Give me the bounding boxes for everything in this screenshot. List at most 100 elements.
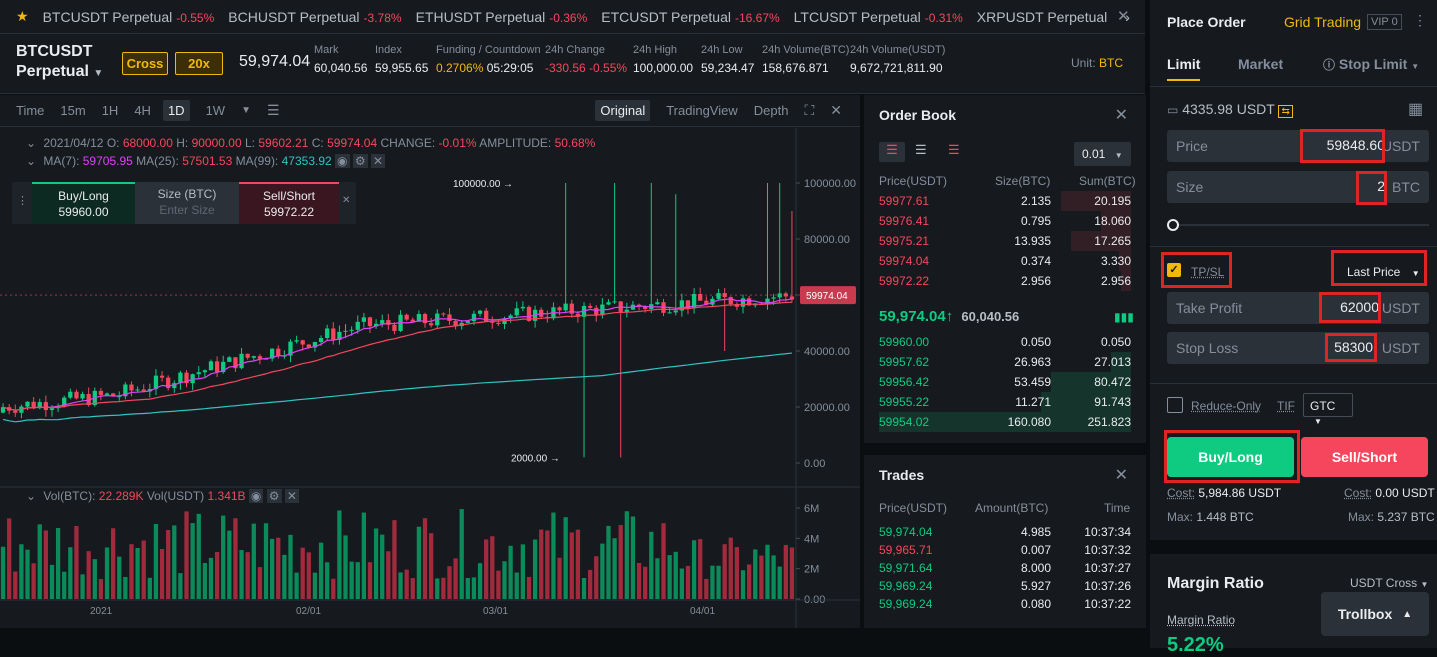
- tpsl-checkbox[interactable]: ✓: [1167, 263, 1181, 277]
- ticker-item[interactable]: ETHUSDT Perpetual -0.36%: [416, 9, 588, 25]
- bid-row[interactable]: 59955.22 11.271 91.743: [879, 392, 1131, 412]
- view-bids-icon[interactable]: ☰: [915, 142, 927, 157]
- order-book-close-icon[interactable]: ✕: [1114, 107, 1128, 124]
- size-slider[interactable]: [1167, 218, 1429, 232]
- ma7-value: 59705.95: [82, 154, 133, 168]
- view-both-icon[interactable]: ☰: [879, 142, 905, 162]
- transfer-icon[interactable]: ⇆: [1278, 105, 1293, 118]
- ask-row[interactable]: 59972.22 2.956 2.956: [879, 271, 1131, 291]
- tab-market[interactable]: Market: [1238, 56, 1284, 72]
- stat-value: 60,040.56: [314, 61, 368, 75]
- settings-icon[interactable]: ⚙: [352, 154, 368, 168]
- grid-trading-link[interactable]: Grid Trading: [1284, 14, 1362, 30]
- eye-icon[interactable]: ◉: [335, 154, 350, 168]
- slider-handle[interactable]: [1167, 219, 1179, 231]
- bid-row[interactable]: 59960.00 0.050 0.050: [879, 332, 1131, 352]
- trigger-type-select[interactable]: Last Price ▼: [1347, 265, 1420, 279]
- ticker-item[interactable]: BTCUSDT Perpetual -0.55%: [43, 9, 215, 25]
- trades-close-icon[interactable]: ✕: [1114, 467, 1128, 484]
- candle-body: [710, 298, 715, 305]
- quick-size-input[interactable]: Size (BTC) Enter Size: [135, 182, 239, 224]
- calculator-icon[interactable]: ▦: [1408, 101, 1424, 118]
- buy-long-button[interactable]: Buy/Long: [1167, 437, 1294, 477]
- bid-row[interactable]: 59954.02 160.080 251.823: [879, 412, 1131, 432]
- chevron-down-icon[interactable]: ⌄: [26, 489, 37, 503]
- precision-select[interactable]: 0.01 ▼: [1074, 142, 1131, 166]
- eye-icon[interactable]: ◉: [248, 489, 264, 503]
- tif-select[interactable]: GTC ▼: [1303, 393, 1353, 426]
- leverage-button[interactable]: 20x: [175, 52, 223, 75]
- reduce-only-checkbox[interactable]: [1167, 397, 1183, 413]
- bid-row[interactable]: 59956.42 53.459 80.472: [879, 372, 1131, 392]
- unit-value[interactable]: BTC: [1099, 56, 1124, 70]
- chevron-down-icon[interactable]: ⌄: [26, 154, 37, 168]
- ask-row[interactable]: 59975.21 13.935 17.265: [879, 231, 1131, 251]
- view-original[interactable]: Original: [595, 100, 651, 121]
- margin-ratio-title: Margin Ratio: [1167, 575, 1264, 592]
- symbol-name[interactable]: BTCUSDT Perpetual ▼: [16, 42, 103, 84]
- fullscreen-icon[interactable]: ⛶: [804, 102, 815, 118]
- candle-body: [496, 322, 501, 325]
- take-profit-field[interactable]: Take Profit 62000 USDT: [1167, 292, 1429, 324]
- bid-sum: 0.050: [1100, 335, 1131, 349]
- unit-label: Unit: BTC: [1071, 56, 1123, 70]
- interval-1w[interactable]: 1W: [205, 103, 226, 118]
- quick-buy-button[interactable]: Buy/Long 59960.00: [32, 182, 135, 224]
- remove-icon[interactable]: ✕: [284, 489, 299, 503]
- quick-trade-close-icon[interactable]: ✕: [342, 195, 351, 206]
- bid-row[interactable]: 59957.62 26.963 27.013: [879, 352, 1131, 372]
- price-field[interactable]: Price 59848.60 USDT: [1167, 130, 1429, 162]
- chevron-down-icon[interactable]: ▼: [241, 105, 251, 116]
- view-depth[interactable]: Depth: [753, 103, 789, 118]
- tab-limit[interactable]: Limit: [1167, 56, 1201, 72]
- stop-loss-field[interactable]: Stop Loss 58300 USDT: [1167, 332, 1429, 364]
- price-chart[interactable]: 100000.0080000.0060000.0040000.0020000.0…: [0, 128, 860, 628]
- ticker-item[interactable]: BCHUSDT Perpetual -3.78%: [228, 9, 401, 25]
- chevron-down-icon[interactable]: ⌄: [26, 136, 37, 150]
- ask-row[interactable]: 59974.04 0.374 3.330: [879, 251, 1131, 271]
- size-field[interactable]: Size 2 BTC: [1167, 171, 1429, 203]
- volume-bar: [673, 551, 678, 599]
- trollbox-button[interactable]: Trollbox ▲: [1321, 592, 1429, 636]
- ask-row[interactable]: 59976.41 0.795 18.060: [879, 211, 1131, 231]
- ticker-next-icon[interactable]: ›: [1125, 8, 1130, 25]
- interval-1d[interactable]: 1D: [162, 100, 190, 121]
- interval-time[interactable]: Time: [16, 103, 45, 118]
- price-tick-label: 40000.00: [804, 346, 850, 358]
- volume-bar: [477, 563, 483, 599]
- sell-short-button[interactable]: Sell/Short: [1301, 437, 1428, 477]
- volume-bar: [649, 531, 654, 599]
- chart-close-icon[interactable]: ✕: [830, 102, 842, 118]
- ticker-close-icon[interactable]: ✕: [1117, 8, 1130, 25]
- margin-mode-button[interactable]: Cross: [122, 52, 168, 75]
- trade-row: 59,969.24 5.927 10:37:26: [879, 577, 1131, 595]
- star-icon[interactable]: ★: [16, 8, 29, 24]
- tab-stop-limit[interactable]: ⓘ Stop Limit ▼: [1323, 56, 1419, 73]
- volume-bar: [178, 573, 183, 599]
- volume-bar: [410, 578, 415, 599]
- interval-4h[interactable]: 4H: [134, 103, 151, 118]
- quick-sell-button[interactable]: Sell/Short 59972.22: [239, 182, 339, 224]
- remove-icon[interactable]: ✕: [370, 154, 386, 168]
- more-menu-icon[interactable]: ⋮: [1413, 12, 1427, 28]
- volume-bar: [398, 572, 403, 599]
- interval-15m[interactable]: 15m: [60, 103, 86, 118]
- trades-header-price: Price(USDT): [879, 501, 947, 515]
- ticker-item[interactable]: LTCUSDT Perpetual -0.31%: [794, 9, 963, 25]
- ticker-item[interactable]: ETCUSDT Perpetual -16.67%: [601, 9, 779, 25]
- interval-1h[interactable]: 1H: [101, 103, 119, 118]
- indicator-settings-icon[interactable]: ☰: [266, 102, 280, 118]
- margin-mode-select[interactable]: USDT Cross ▼: [1350, 576, 1428, 590]
- wallet-icon: ▭: [1167, 103, 1179, 117]
- settings-icon[interactable]: ⚙: [266, 489, 282, 503]
- legend-amp-label: AMPLITUDE:: [479, 136, 552, 150]
- ask-row[interactable]: 59977.61 2.135 20.195: [879, 191, 1131, 211]
- ticker-item[interactable]: XRPUSDT Perpetual: [977, 9, 1111, 25]
- ticker-change: -3.78%: [363, 10, 402, 25]
- candle-body: [159, 375, 165, 378]
- view-asks-icon[interactable]: ☰: [948, 142, 960, 157]
- volume-bar: [753, 549, 758, 599]
- view-tradingview[interactable]: TradingView: [666, 103, 738, 118]
- candle-body: [587, 305, 593, 308]
- ma99-line: [2, 352, 793, 423]
